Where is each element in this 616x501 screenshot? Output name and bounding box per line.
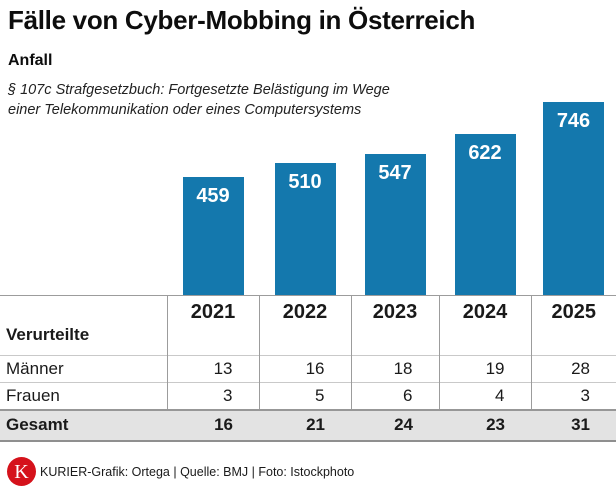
bar-2025: 746 <box>543 102 604 296</box>
table-row-frauen: Frauen 3 5 6 4 3 <box>0 382 616 410</box>
bar-value-label: 547 <box>378 162 412 184</box>
row-label: Männer <box>6 359 64 378</box>
table-cell: 3 <box>166 382 259 410</box>
table-cell: 5 <box>258 382 351 410</box>
table-header-row: Verurteilte 2021 2022 2023 2024 2025 <box>0 295 616 356</box>
convictions-table: Verurteilte 2021 2022 2023 2024 2025 Männer 1… <box>0 295 616 442</box>
year-header-2025: 2025 <box>530 295 616 356</box>
credit-line: KURIER-Grafik: Ortega | Quelle: BMJ | Fo… <box>40 465 355 479</box>
year-header-2021: 2021 <box>166 295 259 356</box>
table-cell: 18 <box>350 355 439 383</box>
section-label: Anfall <box>8 52 53 69</box>
row-label: Frauen <box>6 385 60 405</box>
kurier-logo: K <box>7 457 36 486</box>
year-header-2023: 2023 <box>350 295 439 356</box>
footer: K KURIER-Grafik: Ortega | Quelle: BMJ | … <box>0 443 616 501</box>
year-header-2022: 2022 <box>258 295 351 356</box>
table-cell: 28 <box>530 355 616 383</box>
legal-note-line1: § 107c Strafgesetzbuch: Fortgesetzte Bel… <box>8 82 390 98</box>
table-row-header: Verurteilte <box>6 325 90 344</box>
table-cell: 13 <box>166 355 259 383</box>
table-row-gesamt: Gesamt 16 21 24 23 31 <box>0 409 616 441</box>
bar-2024: 622 <box>454 134 516 296</box>
legal-note-line2: einer Telekommunikation oder eines Compu… <box>8 102 362 118</box>
row-label: Gesamt <box>6 415 69 434</box>
bar-2022: 510 <box>274 163 336 296</box>
bar-value-label: 746 <box>556 110 591 132</box>
table-cell: 31 <box>571 415 590 434</box>
table-cell: 24 <box>394 415 413 434</box>
table-cell: 6 <box>350 382 439 410</box>
table-cell: 16 <box>214 415 233 434</box>
table-cell: 4 <box>438 382 531 410</box>
bar-value-label: 510 <box>288 171 322 193</box>
table-cell: 21 <box>306 415 325 434</box>
bar-value-label: 622 <box>468 142 502 164</box>
table-cell: 19 <box>438 355 531 383</box>
page-title: Fälle von Cyber-Mobbing in Österreich <box>8 5 476 35</box>
table-cell: 16 <box>258 355 351 383</box>
table-row-männer: Männer 13 16 18 19 28 <box>0 355 616 383</box>
table-cell: 3 <box>530 382 616 410</box>
year-header-2024: 2024 <box>438 295 531 356</box>
bar-value-label: 459 <box>196 185 230 207</box>
table-cell: 23 <box>486 415 505 434</box>
bar-2023: 547 <box>364 154 426 296</box>
bar-2021: 459 <box>182 177 244 296</box>
bar-chart: 459 510 547 622 746 <box>182 102 604 296</box>
legal-note: § 107c Strafgesetzbuch: Fortgesetzte Bel… <box>8 80 390 120</box>
